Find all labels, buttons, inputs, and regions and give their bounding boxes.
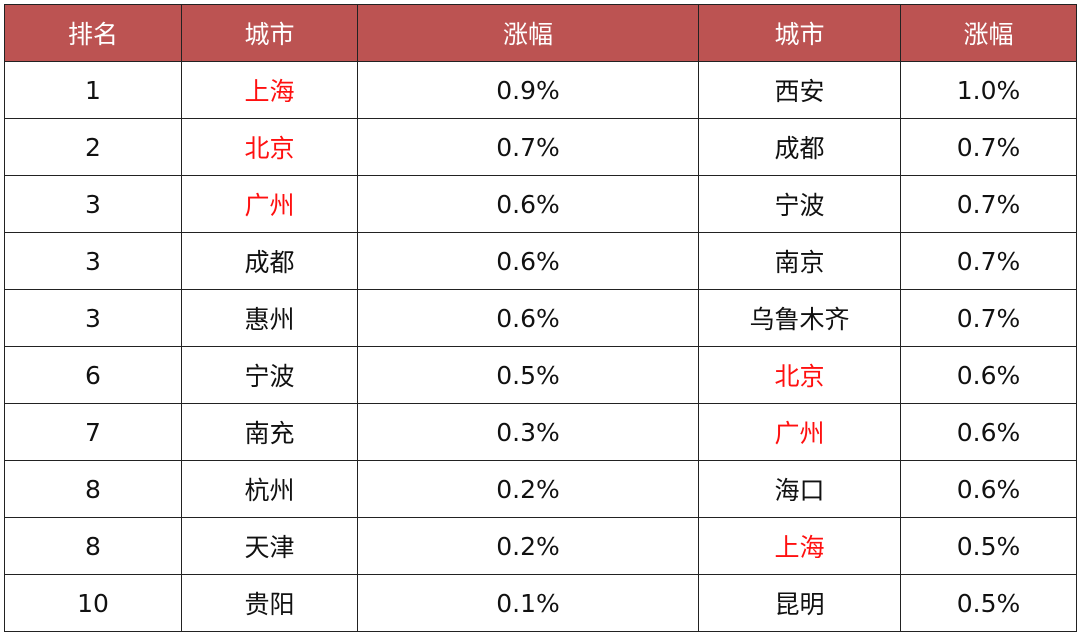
header-change-1: 涨幅 xyxy=(357,4,699,62)
change-cell-2: 1.0% xyxy=(900,61,1077,119)
rank-cell: 2 xyxy=(4,118,182,176)
rank-cell: 3 xyxy=(4,232,182,290)
city-cell-2: 宁波 xyxy=(698,175,901,233)
change-cell-2: 0.7% xyxy=(900,232,1077,290)
city-cell-2: 南京 xyxy=(698,232,901,290)
table-row: 1 上海 0.9% 西安 1.0% xyxy=(4,61,1077,119)
rank-cell: 7 xyxy=(4,403,182,461)
rank-cell: 8 xyxy=(4,517,182,575)
city-cell-1: 天津 xyxy=(181,517,358,575)
city-cell-2: 西安 xyxy=(698,61,901,119)
change-cell-2: 0.6% xyxy=(900,346,1077,404)
change-cell-2: 0.5% xyxy=(900,517,1077,575)
change-cell-2: 0.7% xyxy=(900,289,1077,347)
change-cell-1: 0.7% xyxy=(357,118,699,176)
change-cell-2: 0.6% xyxy=(900,460,1077,518)
header-change-2: 涨幅 xyxy=(900,4,1077,62)
city-cell-2: 广州 xyxy=(698,403,901,461)
change-cell-1: 0.1% xyxy=(357,574,699,632)
change-cell-2: 0.7% xyxy=(900,175,1077,233)
rank-cell: 3 xyxy=(4,289,182,347)
city-cell-1: 宁波 xyxy=(181,346,358,404)
rank-cell: 8 xyxy=(4,460,182,518)
table-row: 10 贵阳 0.1% 昆明 0.5% xyxy=(4,574,1077,632)
city-cell-1: 广州 xyxy=(181,175,358,233)
change-cell-1: 0.3% xyxy=(357,403,699,461)
table-row: 8 天津 0.2% 上海 0.5% xyxy=(4,517,1077,575)
header-city-1: 城市 xyxy=(181,4,358,62)
table-row: 3 成都 0.6% 南京 0.7% xyxy=(4,232,1077,290)
header-city-2: 城市 xyxy=(698,4,901,62)
table-row: 3 广州 0.6% 宁波 0.7% xyxy=(4,175,1077,233)
city-cell-2: 乌鲁木齐 xyxy=(698,289,901,347)
table-row: 7 南充 0.3% 广州 0.6% xyxy=(4,403,1077,461)
rank-cell: 1 xyxy=(4,61,182,119)
city-cell-2: 昆明 xyxy=(698,574,901,632)
rank-cell: 6 xyxy=(4,346,182,404)
ranking-table: 排名 城市 涨幅 城市 涨幅 1 上海 0.9% 西安 1.0% 2 北京 0.7% 成都 0.7… xyxy=(4,4,1077,632)
city-cell-1: 惠州 xyxy=(181,289,358,347)
city-cell-2: 北京 xyxy=(698,346,901,404)
change-cell-1: 0.6% xyxy=(357,175,699,233)
table-row: 2 北京 0.7% 成都 0.7% xyxy=(4,118,1077,176)
city-cell-1: 杭州 xyxy=(181,460,358,518)
table-row: 8 杭州 0.2% 海口 0.6% xyxy=(4,460,1077,518)
header-row: 排名 城市 涨幅 城市 涨幅 xyxy=(4,4,1077,62)
city-cell-2: 上海 xyxy=(698,517,901,575)
header-rank: 排名 xyxy=(4,4,182,62)
change-cell-1: 0.5% xyxy=(357,346,699,404)
change-cell-1: 0.2% xyxy=(357,517,699,575)
change-cell-1: 0.6% xyxy=(357,232,699,290)
city-cell-1: 贵阳 xyxy=(181,574,358,632)
city-cell-1: 南充 xyxy=(181,403,358,461)
change-cell-1: 0.6% xyxy=(357,289,699,347)
city-cell-2: 海口 xyxy=(698,460,901,518)
city-cell-1: 上海 xyxy=(181,61,358,119)
rank-cell: 10 xyxy=(4,574,182,632)
change-cell-1: 0.2% xyxy=(357,460,699,518)
table-row: 3 惠州 0.6% 乌鲁木齐 0.7% xyxy=(4,289,1077,347)
change-cell-2: 0.7% xyxy=(900,118,1077,176)
change-cell-1: 0.9% xyxy=(357,61,699,119)
city-cell-1: 北京 xyxy=(181,118,358,176)
city-cell-2: 成都 xyxy=(698,118,901,176)
city-cell-1: 成都 xyxy=(181,232,358,290)
rank-cell: 3 xyxy=(4,175,182,233)
change-cell-2: 0.6% xyxy=(900,403,1077,461)
change-cell-2: 0.5% xyxy=(900,574,1077,632)
table-row: 6 宁波 0.5% 北京 0.6% xyxy=(4,346,1077,404)
